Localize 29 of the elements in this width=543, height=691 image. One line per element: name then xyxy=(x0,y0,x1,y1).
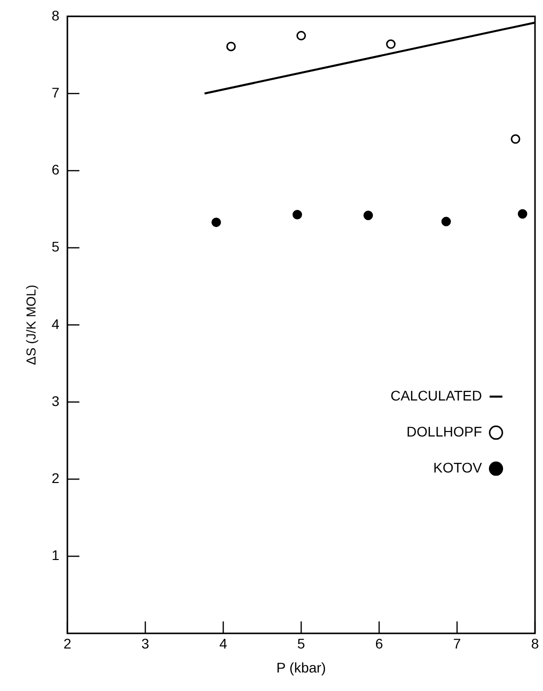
legend-label: CALCULATED xyxy=(390,388,482,404)
y-axis-title: ΔS (J/K MOL) xyxy=(23,284,38,365)
y-tick-label: 8 xyxy=(52,7,60,24)
y-tick-label: 4 xyxy=(52,316,60,332)
x-tick-label: 6 xyxy=(375,636,384,652)
y-tick-label: 5 xyxy=(52,238,60,255)
x-tick-label: 7 xyxy=(453,636,462,652)
y-tick-label: 7 xyxy=(52,84,60,100)
x-tick-label: 3 xyxy=(141,636,150,652)
x-tick-label: 5 xyxy=(297,636,306,652)
point xyxy=(386,39,396,49)
point xyxy=(441,216,451,226)
point xyxy=(518,209,528,219)
point xyxy=(211,218,221,228)
x-tick-label: 8 xyxy=(531,636,540,652)
x-tick-label: 4 xyxy=(219,636,228,652)
legend-label: DOLLHOPF xyxy=(406,424,482,440)
point xyxy=(226,42,236,52)
point xyxy=(292,210,302,220)
point xyxy=(296,30,306,40)
x-axis-title: P (kbar) xyxy=(276,659,326,676)
y-tick-label: 6 xyxy=(52,162,60,178)
legend-label: KOTOV xyxy=(433,460,483,476)
point xyxy=(510,134,520,144)
point xyxy=(363,210,373,220)
y-tick-label: 1 xyxy=(52,547,60,564)
x-tick-label: 2 xyxy=(63,636,72,652)
y-tick-label: 3 xyxy=(52,392,60,409)
y-tick-label: 2 xyxy=(52,470,60,486)
